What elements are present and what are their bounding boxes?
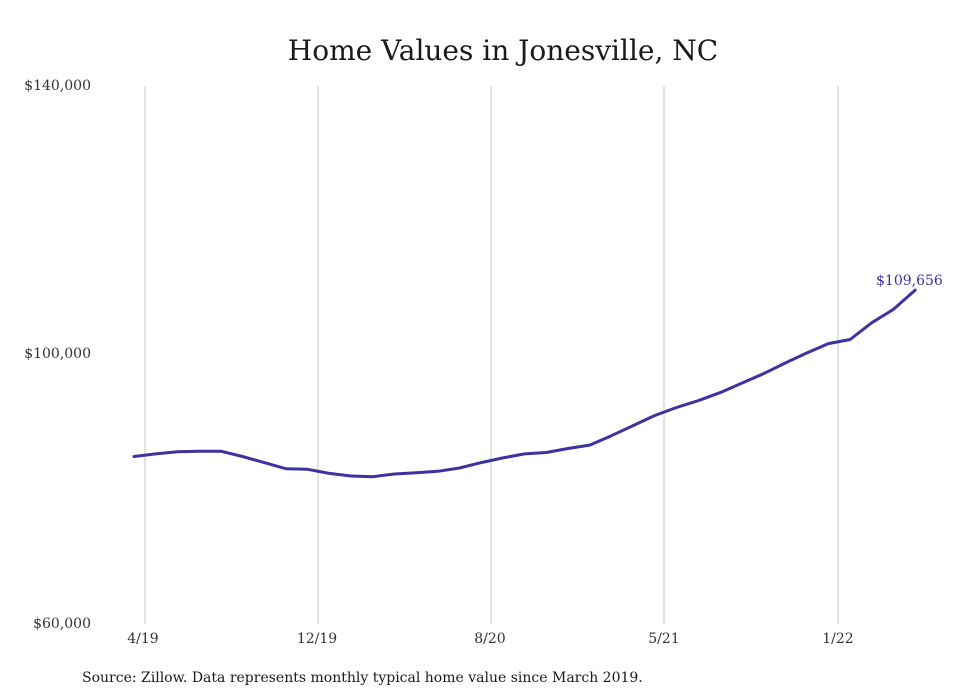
source-note: Source: Zillow. Data represents monthly … (82, 670, 643, 686)
y-tick-label: $100,000 (24, 346, 91, 362)
chart-title: Home Values in Jonesville, NC (288, 34, 718, 67)
vertical-gridlines (144, 86, 839, 624)
series-line (132, 288, 917, 479)
x-tick-label: 5/21 (648, 631, 679, 647)
x-tick-label: 1/22 (822, 631, 853, 647)
y-tick-label: $140,000 (24, 78, 91, 94)
x-tick-label: 4/19 (127, 631, 158, 647)
x-tick-label: 8/20 (474, 631, 505, 647)
y-tick-label: $60,000 (33, 616, 91, 632)
x-axis-ticks: 4/19 12/19 8/20 5/21 1/22 (127, 631, 853, 647)
y-axis-ticks: $140,000 $100,000 $60,000 (24, 78, 91, 632)
series-layer (132, 288, 917, 479)
x-tick-label: 12/19 (297, 631, 337, 647)
last-value-label: $109,656 (876, 273, 943, 289)
